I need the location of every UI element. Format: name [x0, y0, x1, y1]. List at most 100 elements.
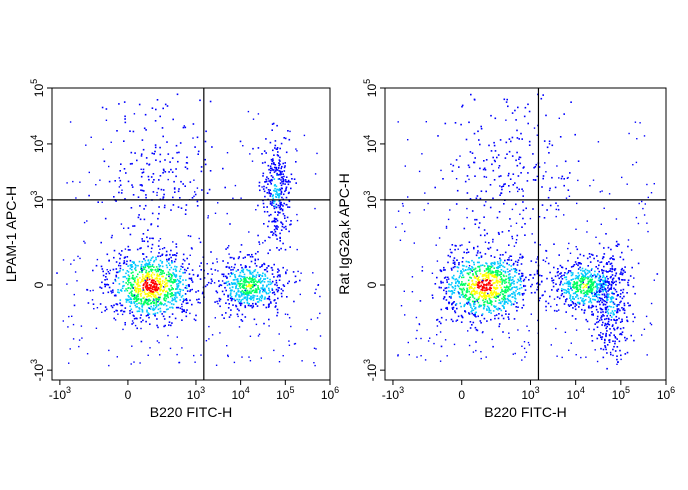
event-dot: [508, 185, 510, 187]
event-dot: [232, 268, 234, 271]
event-dot: [172, 288, 174, 290]
event-dot: [182, 183, 184, 185]
event-dot: [257, 287, 259, 289]
x-tick-label: 106: [321, 385, 339, 402]
event-dot: [106, 283, 109, 286]
event-dot: [147, 303, 149, 306]
event-dot: [128, 298, 130, 301]
event-dot: [140, 168, 142, 170]
event-dot: [245, 290, 247, 292]
event-dot: [175, 288, 177, 290]
event-dot: [548, 189, 551, 192]
event-dot: [143, 268, 146, 270]
event-dot: [572, 292, 575, 295]
event-dot: [516, 288, 519, 290]
event-dot: [152, 237, 154, 240]
event-dot: [135, 264, 137, 267]
event-dot: [145, 302, 148, 305]
event-dot: [246, 281, 248, 283]
event-dot: [100, 287, 103, 289]
event-dot: [504, 298, 507, 301]
event-dot: [476, 275, 478, 277]
event-dot: [492, 310, 495, 312]
event-dot: [474, 312, 476, 315]
event-dot: [622, 327, 625, 329]
event-dot: [248, 291, 250, 293]
event-dot: [289, 246, 291, 248]
event-dot: [134, 281, 137, 284]
event-dot: [268, 298, 271, 301]
event-dot: [598, 276, 601, 279]
event-dot: [189, 289, 192, 291]
event-dot: [566, 272, 568, 275]
event-dot: [514, 300, 516, 303]
event-dot: [96, 307, 99, 309]
event-dot: [605, 295, 607, 298]
event-dot: [259, 296, 262, 298]
event-dot: [157, 326, 159, 329]
event-dot: [240, 197, 242, 199]
event-dot: [159, 255, 162, 257]
event-dot: [512, 296, 514, 298]
event-dot: [591, 291, 593, 293]
event-dot: [176, 291, 178, 294]
event-dot: [257, 280, 259, 283]
event-dot: [583, 276, 585, 279]
event-dot: [152, 313, 155, 315]
population-3: [56, 93, 242, 291]
event-dot: [516, 234, 519, 237]
event-dot: [258, 274, 260, 276]
event-dot: [512, 303, 515, 306]
event-dot: [593, 295, 596, 297]
event-dot: [603, 300, 605, 302]
event-dot: [134, 304, 137, 307]
event-dot: [264, 290, 266, 292]
event-dot: [177, 292, 180, 294]
event-dot: [137, 283, 139, 285]
sparse-events: [395, 117, 655, 365]
event-dot: [194, 319, 197, 322]
event-dot: [567, 285, 570, 288]
event-dot: [134, 266, 137, 269]
event-dot: [466, 248, 468, 251]
event-dot: [142, 267, 145, 269]
event-dot: [509, 299, 511, 302]
event-dot: [489, 279, 491, 282]
event-dot: [591, 280, 593, 283]
event-dot: [230, 272, 232, 274]
event-dot: [508, 244, 510, 246]
event-dot: [494, 288, 497, 290]
event-dot: [468, 313, 471, 315]
event-dot: [630, 249, 633, 251]
event-dot: [244, 256, 246, 259]
event-dot: [62, 320, 64, 322]
event-dot: [211, 334, 214, 336]
event-dot: [187, 235, 190, 237]
event-dot: [174, 317, 177, 320]
event-dot: [518, 158, 520, 160]
event-dot: [467, 251, 470, 253]
event-dot: [146, 236, 148, 239]
event-dot: [140, 300, 143, 303]
event-dot: [127, 180, 130, 183]
event-dot: [119, 257, 121, 260]
event-dot: [610, 353, 612, 356]
event-dot: [490, 291, 493, 294]
event-dot: [259, 277, 262, 280]
event-dot: [458, 262, 460, 264]
event-dot: [506, 262, 508, 265]
event-dot: [124, 118, 126, 120]
event-dot: [239, 140, 242, 143]
event-dot: [493, 305, 495, 307]
event-dot: [130, 363, 132, 365]
event-dot: [491, 265, 494, 267]
event-dot: [154, 285, 156, 288]
event-dot: [301, 360, 303, 362]
event-dot: [610, 332, 612, 334]
event-dot: [402, 205, 404, 207]
event-dot: [509, 191, 511, 193]
event-dot: [275, 288, 278, 291]
event-dot: [495, 314, 498, 316]
event-dot: [483, 160, 485, 162]
event-dot: [584, 275, 586, 277]
